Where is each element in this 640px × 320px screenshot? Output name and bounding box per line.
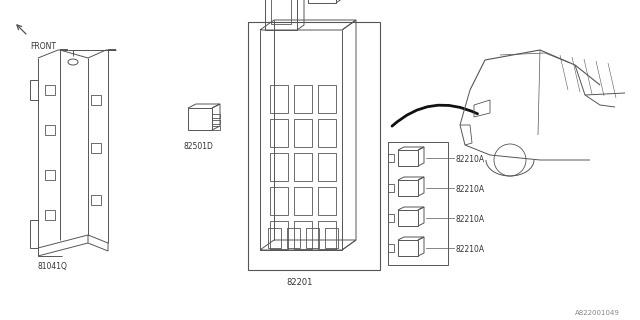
- Text: 82501D: 82501D: [184, 142, 214, 151]
- Text: 82210A: 82210A: [456, 215, 485, 225]
- Text: A822001049: A822001049: [575, 310, 620, 316]
- FancyArrowPatch shape: [392, 105, 477, 126]
- Text: 82201: 82201: [287, 278, 313, 287]
- Text: 81041Q: 81041Q: [38, 262, 68, 271]
- Text: FRONT: FRONT: [30, 42, 56, 51]
- Text: 82210A: 82210A: [456, 245, 485, 254]
- Text: 82210A: 82210A: [456, 186, 485, 195]
- Text: 82210A: 82210A: [456, 156, 485, 164]
